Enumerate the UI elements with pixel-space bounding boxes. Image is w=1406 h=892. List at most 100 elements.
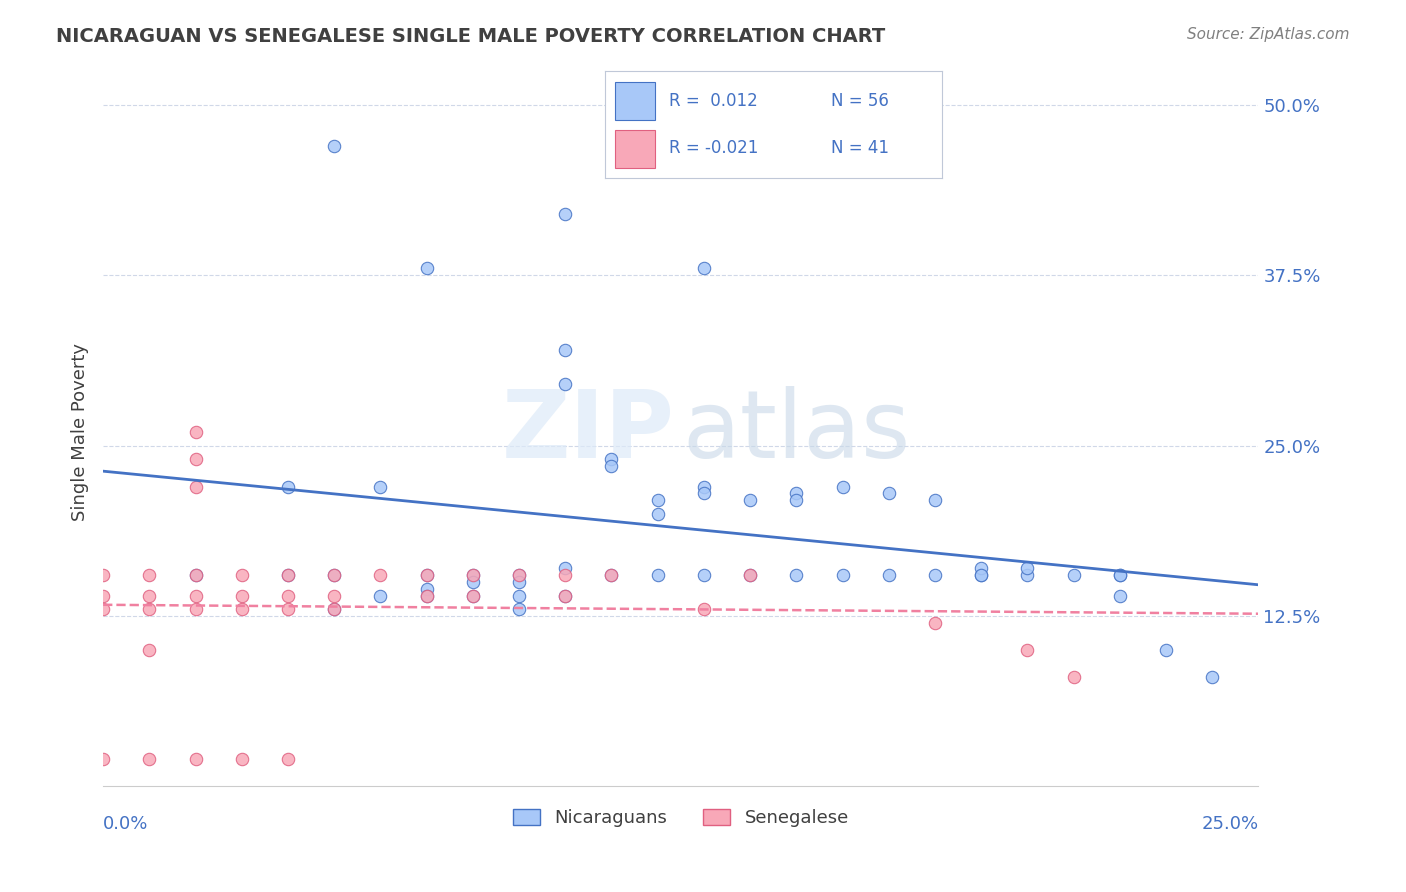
Point xyxy=(508,568,530,582)
Point xyxy=(184,479,207,493)
Text: atlas: atlas xyxy=(682,386,911,478)
Point xyxy=(231,589,253,603)
Point xyxy=(508,602,530,616)
Point xyxy=(508,574,530,589)
Text: 0.0%: 0.0% xyxy=(103,815,149,833)
Point xyxy=(647,493,669,508)
Text: ZIP: ZIP xyxy=(502,386,675,478)
Legend: Nicaraguans, Senegalese: Nicaraguans, Senegalese xyxy=(505,802,856,834)
Point xyxy=(370,479,392,493)
Point xyxy=(600,568,623,582)
Point xyxy=(877,568,900,582)
Text: N = 41: N = 41 xyxy=(831,139,889,157)
Point xyxy=(554,207,576,221)
Point xyxy=(91,568,114,582)
Point xyxy=(184,602,207,616)
Point xyxy=(415,589,437,603)
Y-axis label: Single Male Poverty: Single Male Poverty xyxy=(72,343,89,521)
Point xyxy=(277,602,299,616)
Point xyxy=(924,615,946,630)
Point xyxy=(323,138,346,153)
Point xyxy=(138,589,160,603)
Point xyxy=(461,589,484,603)
Point xyxy=(415,589,437,603)
Point xyxy=(554,377,576,392)
Point xyxy=(323,602,346,616)
Point xyxy=(91,602,114,616)
Point xyxy=(91,752,114,766)
Point xyxy=(1063,670,1085,684)
Point xyxy=(184,425,207,439)
Point xyxy=(277,589,299,603)
Point xyxy=(415,568,437,582)
Bar xyxy=(614,130,655,168)
Point xyxy=(323,589,346,603)
Text: 25.0%: 25.0% xyxy=(1201,815,1258,833)
Point xyxy=(1154,643,1177,657)
Point xyxy=(554,343,576,358)
Point xyxy=(184,452,207,467)
Point xyxy=(323,602,346,616)
Point xyxy=(1201,670,1223,684)
Point xyxy=(461,574,484,589)
Point xyxy=(91,589,114,603)
Point xyxy=(1108,568,1130,582)
Point xyxy=(693,602,716,616)
Point xyxy=(277,568,299,582)
Point xyxy=(1108,568,1130,582)
Point xyxy=(508,568,530,582)
Point xyxy=(1017,568,1039,582)
Point xyxy=(831,479,853,493)
Point xyxy=(740,493,762,508)
Point xyxy=(1017,643,1039,657)
Point xyxy=(647,507,669,521)
Text: NICARAGUAN VS SENEGALESE SINGLE MALE POVERTY CORRELATION CHART: NICARAGUAN VS SENEGALESE SINGLE MALE POV… xyxy=(56,27,886,45)
Point xyxy=(323,568,346,582)
Point xyxy=(184,589,207,603)
Point xyxy=(693,486,716,500)
Point xyxy=(184,568,207,582)
Bar xyxy=(614,82,655,120)
Point xyxy=(277,568,299,582)
Point xyxy=(415,261,437,276)
Point xyxy=(461,568,484,582)
Point xyxy=(231,602,253,616)
Point xyxy=(138,752,160,766)
Point xyxy=(554,561,576,575)
Point xyxy=(600,458,623,473)
Point xyxy=(831,568,853,582)
Point xyxy=(554,589,576,603)
Text: R = -0.021: R = -0.021 xyxy=(669,139,758,157)
Point xyxy=(647,568,669,582)
Point xyxy=(138,643,160,657)
Point xyxy=(370,568,392,582)
Point xyxy=(277,479,299,493)
Point xyxy=(785,493,807,508)
Point xyxy=(554,568,576,582)
Point xyxy=(370,589,392,603)
Point xyxy=(323,568,346,582)
Point xyxy=(1017,561,1039,575)
Point xyxy=(231,568,253,582)
Point xyxy=(785,486,807,500)
Point xyxy=(508,589,530,603)
Point xyxy=(1108,589,1130,603)
Point xyxy=(184,568,207,582)
Point xyxy=(924,493,946,508)
Point xyxy=(1063,568,1085,582)
Point xyxy=(970,568,993,582)
Point xyxy=(740,568,762,582)
Text: N = 56: N = 56 xyxy=(831,93,889,111)
Point xyxy=(740,568,762,582)
Point xyxy=(693,261,716,276)
Point xyxy=(554,589,576,603)
Point xyxy=(924,568,946,582)
Point xyxy=(461,568,484,582)
Text: R =  0.012: R = 0.012 xyxy=(669,93,758,111)
Point xyxy=(877,486,900,500)
Point xyxy=(461,589,484,603)
Point xyxy=(693,479,716,493)
Point xyxy=(138,568,160,582)
Point xyxy=(600,452,623,467)
Point xyxy=(184,752,207,766)
